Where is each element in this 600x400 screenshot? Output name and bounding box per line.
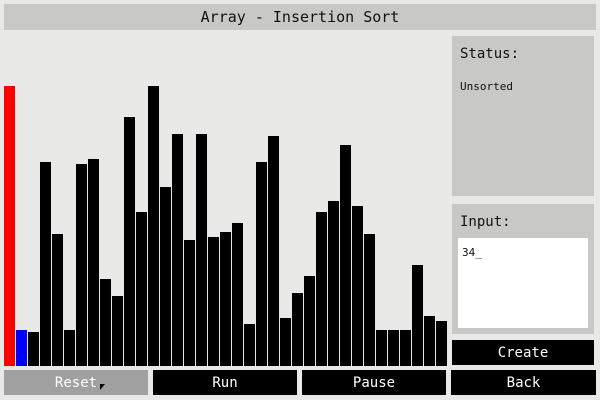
array-bar bbox=[76, 164, 87, 366]
array-visualization bbox=[4, 36, 448, 366]
mouse-cursor-icon bbox=[100, 384, 105, 390]
array-bar bbox=[376, 329, 387, 366]
array-bar bbox=[52, 234, 63, 366]
array-bar bbox=[100, 279, 111, 366]
input-panel: Input: 34_ bbox=[452, 204, 594, 334]
status-value: Unsorted bbox=[460, 80, 513, 93]
run-button[interactable]: Run bbox=[153, 370, 297, 395]
array-bar bbox=[352, 206, 363, 366]
array-bar bbox=[256, 161, 267, 366]
pause-button[interactable]: Pause bbox=[302, 370, 446, 395]
array-bar bbox=[268, 136, 279, 366]
array-bar bbox=[400, 329, 411, 366]
array-bar bbox=[328, 200, 339, 366]
array-bar bbox=[244, 324, 255, 366]
back-button[interactable]: Back bbox=[451, 370, 596, 395]
array-bar bbox=[124, 116, 135, 366]
create-button[interactable]: Create bbox=[452, 340, 594, 365]
array-bar bbox=[4, 86, 15, 366]
array-bar bbox=[280, 318, 291, 366]
array-bar bbox=[220, 231, 231, 366]
array-bar bbox=[316, 212, 327, 366]
array-input-field[interactable]: 34_ bbox=[458, 238, 588, 328]
array-bar bbox=[148, 86, 159, 366]
array-bar bbox=[424, 315, 435, 366]
status-panel: Status: Unsorted bbox=[452, 36, 594, 196]
array-bar bbox=[136, 212, 147, 366]
status-heading: Status: bbox=[460, 46, 520, 62]
array-bar bbox=[196, 133, 207, 366]
array-bar bbox=[112, 296, 123, 366]
array-bar bbox=[172, 133, 183, 366]
array-bar bbox=[40, 161, 51, 366]
reset-button-label: Reset bbox=[54, 374, 98, 391]
array-bar bbox=[292, 293, 303, 366]
array-bar bbox=[340, 144, 351, 366]
array-bar bbox=[388, 329, 399, 366]
array-bar bbox=[16, 329, 27, 366]
array-bar bbox=[364, 234, 375, 366]
array-bar bbox=[208, 237, 219, 366]
array-bar bbox=[28, 332, 39, 366]
array-bar bbox=[304, 276, 315, 366]
input-heading: Input: bbox=[460, 214, 511, 230]
array-bar bbox=[160, 186, 171, 366]
array-bar bbox=[232, 223, 243, 366]
window-title: Array - Insertion Sort bbox=[200, 8, 400, 26]
array-bar bbox=[436, 321, 447, 366]
reset-button[interactable]: Reset bbox=[4, 370, 148, 395]
array-bar bbox=[412, 265, 423, 366]
array-bar bbox=[88, 158, 99, 366]
array-bar bbox=[64, 329, 75, 366]
window-title-bar: Array - Insertion Sort bbox=[4, 4, 596, 30]
array-bar bbox=[184, 240, 195, 366]
